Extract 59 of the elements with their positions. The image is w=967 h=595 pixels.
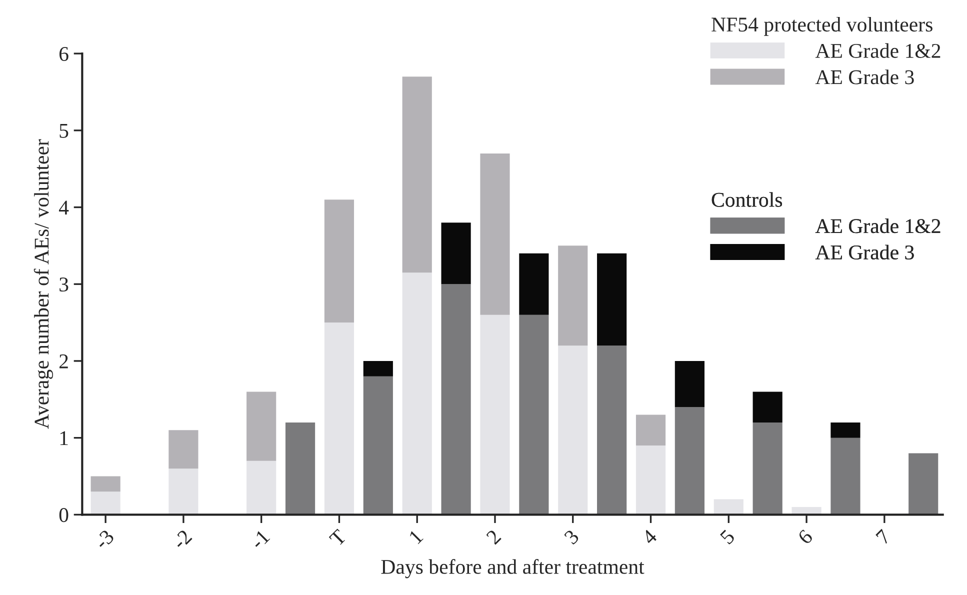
bar: [285, 422, 316, 515]
bar: [324, 322, 354, 515]
x-tick-label: 7: [876, 528, 892, 544]
x-tick-label: -3: [94, 528, 115, 550]
x-tick-label: 3: [564, 528, 580, 545]
bar: [830, 422, 860, 438]
bar: [830, 438, 860, 515]
bar: [752, 392, 782, 422]
bar: [363, 360, 393, 376]
bar: [558, 346, 588, 515]
bar: [90, 476, 120, 492]
y-tick-label: 1: [60, 431, 68, 446]
bar: [519, 253, 549, 315]
x-axis-title: Days before and after treatment: [381, 559, 644, 578]
y-tick-label: 4: [58, 200, 69, 214]
bar: [636, 414, 666, 446]
x-tick-label: 5: [720, 529, 736, 545]
legend-label: AE Grade 3: [815, 244, 914, 260]
bar: [441, 222, 471, 284]
annotation: Controls: [712, 192, 782, 207]
y-tick-label: 5: [60, 124, 68, 138]
bar: [402, 272, 432, 515]
bar: [402, 76, 432, 273]
bar: [90, 492, 120, 515]
legend-label: AE Grade 1&2: [815, 43, 940, 58]
y-tick-label: 6: [59, 46, 68, 61]
legend-label: AE Grade 3: [815, 70, 914, 84]
x-tick-label: 4: [641, 528, 658, 546]
bar: [324, 200, 354, 323]
bar: [558, 246, 588, 346]
legend-label: AE Grade 1&2: [815, 218, 940, 234]
x-tick-label: -2: [172, 529, 192, 550]
y-tick-label: 0: [59, 508, 68, 522]
bar: [752, 422, 782, 515]
x-tick-label: -1: [250, 529, 270, 550]
bar: [480, 153, 510, 315]
x-tick-label: 1: [408, 529, 424, 544]
bar: [908, 453, 938, 515]
y-tick-label: 3: [60, 278, 68, 292]
x-tick-label: 2: [486, 529, 502, 545]
bar: [168, 468, 198, 515]
bar: [246, 460, 276, 515]
bar: [363, 376, 393, 515]
x-tick-label: T: [328, 528, 348, 547]
y-tick-label: 2: [60, 354, 68, 368]
bar: [714, 499, 744, 515]
bar: [674, 360, 704, 408]
bar: [519, 314, 549, 515]
legend-title: NF54 protected volunteers: [712, 16, 932, 36]
x-tick-label: 6: [797, 528, 814, 545]
bar: [674, 407, 704, 515]
y-axis-title: Average number of AEs/ volunteer: [34, 139, 54, 429]
bar: [246, 392, 276, 461]
bar: [597, 253, 627, 346]
bar: [480, 314, 510, 515]
bar: [636, 446, 666, 515]
bar: [168, 430, 198, 469]
bar: [597, 346, 627, 515]
bar: [441, 284, 471, 515]
